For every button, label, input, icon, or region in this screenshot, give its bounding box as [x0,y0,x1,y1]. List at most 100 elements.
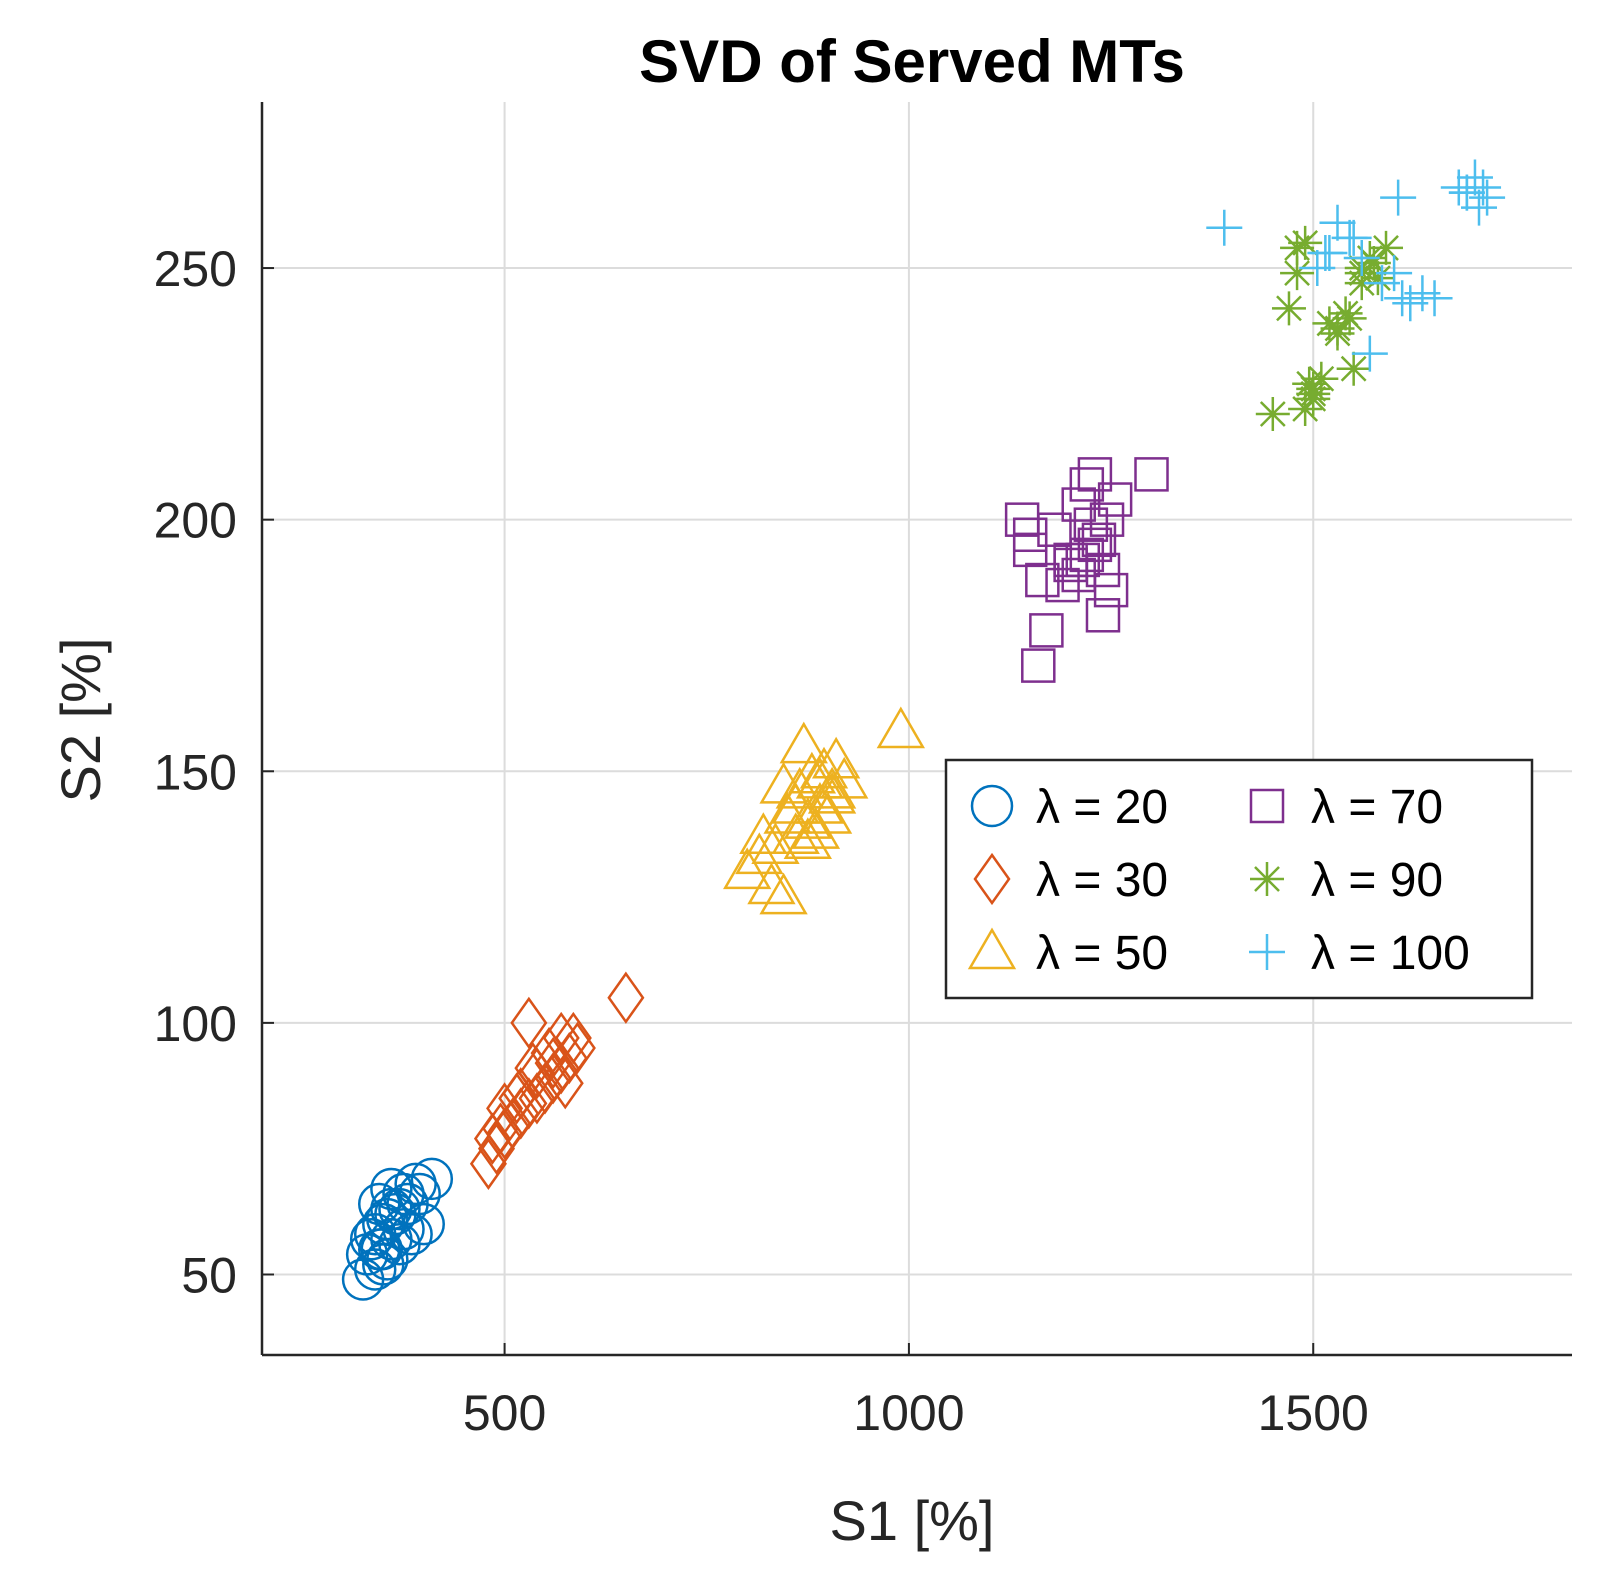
data-point-diamond [530,1026,568,1080]
data-point-square [1093,572,1129,608]
data-point-asterisk [1360,261,1395,296]
data-point-triangle [795,756,845,799]
y-tick-label: 150 [154,744,237,800]
data-point-asterisk [1255,396,1290,431]
data-point-plus [1335,219,1372,256]
data-point-triangle [751,822,800,865]
data-point-diamond [526,1062,564,1115]
data-point-square [1029,613,1064,648]
data-point-asterisk [1296,376,1331,411]
data-points [341,159,1506,1301]
data-point-square [1077,457,1113,492]
data-point-triangle [791,807,841,849]
series-diamond [469,971,645,1190]
data-point-asterisk [1344,266,1379,301]
data-point-asterisk [1369,230,1404,265]
data-point-triangle [739,812,788,854]
data-point-square [1134,457,1169,492]
data-point-triangle [783,817,833,859]
data-point-triangle [723,847,772,890]
data-point-plus [1376,255,1413,292]
data-point-asterisk [1356,246,1391,281]
data-point-circle [360,1228,403,1271]
data-point-diamond [502,1087,540,1140]
data-point-triangle [799,746,849,789]
data-point-diamond [469,1137,507,1190]
y-tick-label: 50 [181,1247,237,1303]
data-point-plus [1351,335,1388,372]
y-axis-label: S2 [%] [49,638,112,803]
data-point-square [1085,598,1121,633]
legend-marker-diamond [973,852,1011,906]
data-point-square [1025,562,1060,598]
legend-entry-label: λ = 100 [1311,927,1470,980]
data-point-asterisk [1304,361,1339,396]
legend-marker-square [1249,788,1285,824]
series-circle [341,1157,454,1301]
series-triangle [723,706,925,915]
data-point-diamond [542,1011,580,1065]
data-point-plus [1384,280,1421,317]
data-point-asterisk [1271,291,1306,326]
data-point-diamond [514,1042,552,1095]
data-point-asterisk [1288,391,1323,426]
chart-title: SVD of Served MTs [639,28,1185,95]
data-point-diamond [494,1097,532,1150]
legend-entry-label: λ = 90 [1311,854,1443,907]
legend-entry-label: λ = 20 [1036,781,1168,834]
x-axis-label: S1 [%] [830,1489,995,1552]
legend-entry-label: λ = 30 [1036,854,1168,907]
data-point-asterisk [1312,306,1347,341]
data-point-diamond [607,971,645,1024]
data-point-plus [1465,169,1502,206]
data-point-triangle [787,751,837,794]
data-point-square [1012,517,1048,553]
data-point-triangle [876,706,925,749]
data-point-diamond [498,1072,536,1125]
data-point-diamond [518,1072,556,1125]
data-point-circle [370,1187,413,1231]
data-point-square [1089,502,1125,537]
data-point-asterisk [1280,256,1315,291]
data-point-square [1021,648,1056,683]
data-point-asterisk [1332,301,1367,336]
axes [260,102,1572,1357]
data-point-circle [362,1243,405,1286]
grid-lines [262,102,1572,1355]
data-point-plus [1416,280,1453,317]
data-point-plus [1311,234,1348,271]
data-point-diamond [510,1077,548,1130]
data-point-triangle [807,766,857,809]
data-point-triangle [803,792,853,834]
data-point-square [1097,482,1133,517]
data-point-plus [1461,189,1498,226]
data-point-triangle [747,862,796,905]
data-point-asterisk [1288,225,1323,260]
data-point-triangle [779,721,828,764]
data-point-plus [1380,179,1417,216]
data-point-diamond [473,1112,511,1165]
data-point-circle [349,1218,393,1261]
x-tick-label: 1500 [1258,1385,1369,1441]
legend-marker-circle [970,784,1014,828]
legend-box [944,758,1534,1000]
legend-marker-plus [1249,934,1285,970]
data-point-triangle [795,782,845,824]
x-tick-label: 500 [463,1385,546,1441]
y-tick-label: 250 [154,241,237,297]
legend-marker-asterisk [1250,862,1284,896]
data-point-circle [382,1172,425,1216]
data-point-triangle [763,792,812,834]
legend-entry-label: λ = 70 [1311,781,1443,834]
data-point-asterisk [1320,311,1355,346]
y-tick-label: 100 [154,996,237,1052]
data-point-asterisk [1280,230,1315,265]
series-square [1004,457,1169,683]
x-tick-label: 1000 [853,1385,964,1441]
tick-labels: 500 1000 1500 50 100 150 200 250 [154,241,1369,1441]
series-plus [1206,159,1506,372]
legend-entry-label: λ = 50 [1036,927,1168,980]
data-point-triangle [759,761,808,804]
